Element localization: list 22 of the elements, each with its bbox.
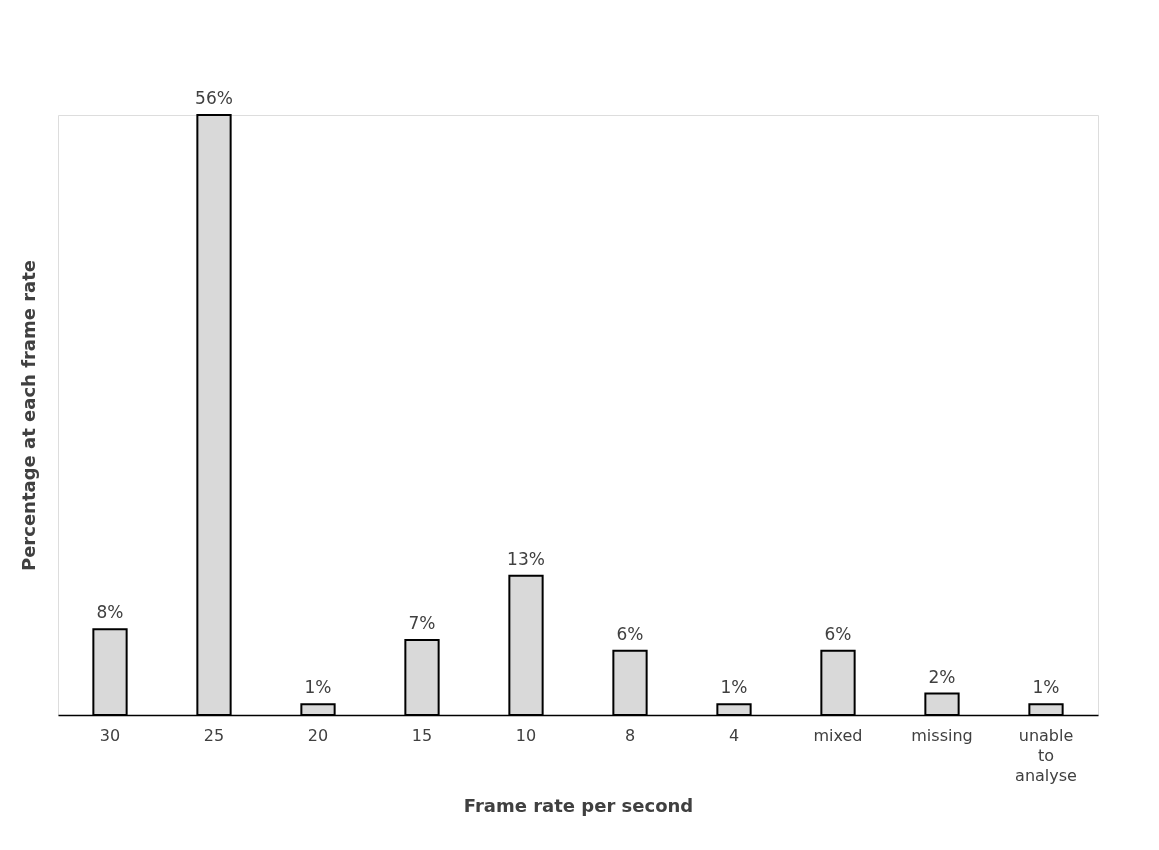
x-tick-label: unable to analyse [1015,725,1077,785]
y-axis-title: Percentage at each frame rate [17,259,39,572]
data-label: 8% [96,602,124,623]
x-tick-label: 30 [99,725,121,745]
data-label: 56% [195,88,233,108]
data-label: 13% [507,548,545,569]
data-label: 7% [408,613,436,633]
x-tick-label: mixed [813,725,863,745]
x-tick-label: 25 [203,725,225,745]
data-label: 6% [616,623,644,644]
x-tick-label: 8 [624,725,636,745]
data-label: 1% [304,677,332,698]
x-tick-label: 4 [728,725,740,745]
x-tick-label: missing [911,725,973,745]
data-label: 1% [1032,677,1060,698]
x-axis-title: Frame rate per second [463,794,694,816]
x-tick-label: 10 [515,725,537,745]
data-label: 2% [928,666,956,687]
x-tick-label: 20 [307,725,329,745]
data-label: 1% [720,677,748,698]
x-tick-label: 15 [411,725,433,745]
data-label: 6% [824,623,852,644]
